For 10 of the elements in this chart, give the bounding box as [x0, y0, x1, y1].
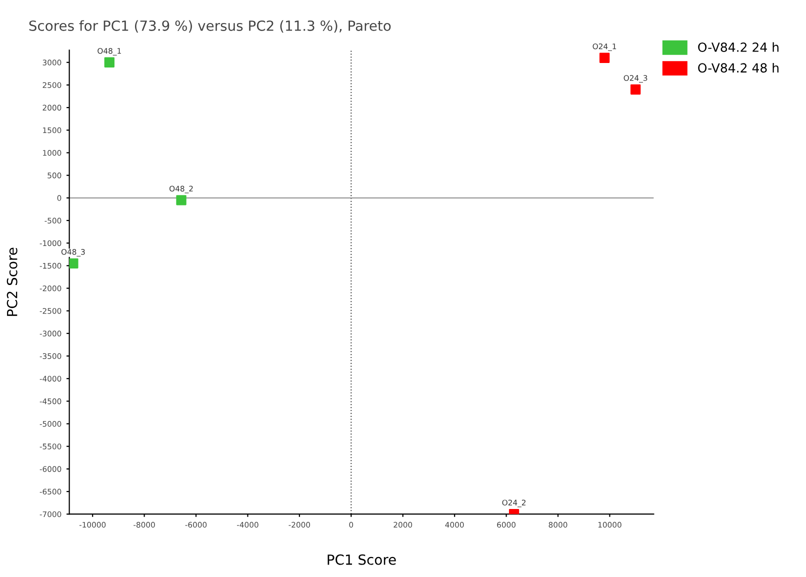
y-axis-title: PC2 Score	[6, 248, 18, 316]
point	[599, 52, 610, 63]
legend-label: O-V84.2 48 h	[698, 62, 778, 73]
x-axis-title: PC1 Score	[328, 554, 396, 565]
point	[176, 195, 186, 206]
chart-title: Scores for PC1 (73.9 %) versus PC2 (11.3 %), Pareto	[29, 20, 391, 33]
legend-label: O-V84.2 24 h	[698, 42, 778, 52]
point	[630, 84, 641, 95]
point	[69, 258, 78, 268]
point	[104, 57, 114, 68]
